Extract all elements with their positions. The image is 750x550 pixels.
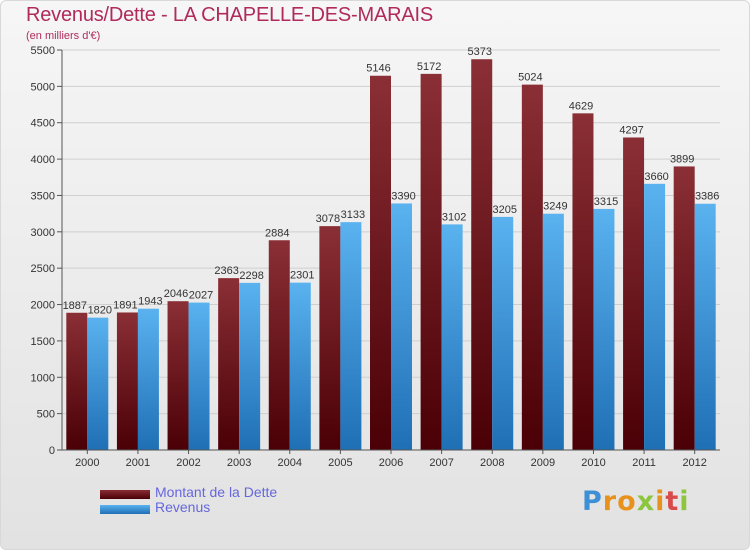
proxiti-logo: Proxiti <box>582 486 690 517</box>
bar-revenus-2012 <box>694 203 716 450</box>
x-tick-label-2012: 2012 <box>682 457 706 469</box>
x-tick-label-2005: 2005 <box>328 457 352 469</box>
y-tick-label: 1000 <box>31 372 55 384</box>
bar-revenus-2004 <box>289 282 311 450</box>
label-revenus-2002: 2027 <box>189 290 213 302</box>
logo-letter: t <box>665 486 680 517</box>
label-revenus-2004: 2301 <box>290 270 314 282</box>
legend-label-revenus: Revenus <box>155 499 211 515</box>
bar-revenus-2002 <box>188 302 210 450</box>
label-revenus-2003: 2298 <box>239 270 263 282</box>
x-tick-label-2001: 2001 <box>126 457 150 469</box>
logo-letter: r <box>602 486 618 517</box>
bar-dette-2002 <box>167 301 189 450</box>
bar-dette-2005 <box>319 226 341 450</box>
y-tick-label: 2500 <box>31 263 55 275</box>
x-tick-label-2011: 2011 <box>632 457 656 469</box>
bars <box>66 59 716 451</box>
legend-swatch-revenus <box>100 505 150 514</box>
label-revenus-2006: 3390 <box>391 190 415 202</box>
y-tick-label: 3000 <box>31 227 55 239</box>
label-revenus-2010: 3315 <box>594 196 618 208</box>
label-dette-2004: 2884 <box>265 227 289 239</box>
y-tick-label: 0 <box>49 445 55 457</box>
label-dette-2009: 5024 <box>518 72 542 84</box>
bar-dette-2003 <box>218 278 240 450</box>
y-tick-label: 4500 <box>31 118 55 130</box>
bar-revenus-2006 <box>391 203 412 450</box>
label-dette-2002: 2046 <box>164 288 188 300</box>
label-dette-2008: 5373 <box>467 46 491 58</box>
bar-dette-2012 <box>673 166 695 450</box>
label-dette-2012: 3899 <box>670 153 694 165</box>
bar-revenus-2005 <box>340 222 362 450</box>
logo-letter: P <box>582 486 603 517</box>
label-dette-2011: 4297 <box>619 124 643 136</box>
label-revenus-2001: 1943 <box>138 296 162 308</box>
y-tick-label: 1500 <box>31 336 55 348</box>
logo-letter: o <box>617 486 637 517</box>
bar-dette-2007 <box>420 73 442 450</box>
label-dette-2007: 5172 <box>417 61 441 73</box>
label-dette-2000: 1887 <box>63 300 87 312</box>
chart-subtitle: (en milliers d'€) <box>26 30 101 42</box>
bar-revenus-2011 <box>644 183 666 450</box>
bar-dette-2008 <box>471 59 493 451</box>
bar-dette-2010 <box>572 113 594 450</box>
x-tick-label-2000: 2000 <box>75 457 99 469</box>
bar-revenus-2001 <box>137 308 159 450</box>
bar-dette-2009 <box>521 84 543 451</box>
bar-revenus-2007 <box>441 224 463 450</box>
bar-dette-2011 <box>623 137 645 450</box>
x-tick-label-2006: 2006 <box>379 457 403 469</box>
y-tick-label: 5000 <box>31 81 55 93</box>
x-tick-label-2003: 2003 <box>227 457 251 469</box>
y-tick-label: 4000 <box>31 154 55 166</box>
bar-dette-2006 <box>370 75 391 450</box>
x-tick-label-2002: 2002 <box>176 457 200 469</box>
logo-letter: x <box>636 486 656 517</box>
x-tick-label-2009: 2009 <box>531 457 555 469</box>
label-revenus-2007: 3102 <box>442 211 466 223</box>
axes: 0 500 1000 1500 2000 2500 3000 3500 4000 4500 5000… <box>31 45 720 469</box>
bar-revenus-2000 <box>87 317 109 450</box>
bar-dette-2001 <box>116 312 138 450</box>
label-revenus-2005: 3133 <box>341 209 365 221</box>
bar-revenus-2003 <box>239 282 261 450</box>
y-tick-label: 5500 <box>31 45 55 57</box>
label-revenus-2011: 3660 <box>644 171 668 183</box>
logo-letter: i <box>679 486 690 517</box>
x-tick-label-2008: 2008 <box>480 457 504 469</box>
bar-dette-2000 <box>66 312 88 450</box>
label-revenus-2012: 3386 <box>695 191 719 203</box>
bar-revenus-2008 <box>492 216 514 450</box>
x-tick-label-2007: 2007 <box>429 457 453 469</box>
x-tick-label-2004: 2004 <box>278 457 302 469</box>
label-dette-2001: 1891 <box>113 299 137 311</box>
x-tick-label-2010: 2010 <box>581 457 605 469</box>
chart-title: Revenus/Dette - LA CHAPELLE-DES-MARAIS <box>26 4 433 26</box>
bar-revenus-2010 <box>593 208 615 450</box>
label-dette-2003: 2363 <box>214 265 238 277</box>
y-tick-label: 3500 <box>31 190 55 202</box>
label-dette-2005: 3078 <box>316 213 340 225</box>
y-tick-label: 2000 <box>31 300 55 312</box>
label-dette-2010: 4629 <box>569 100 593 112</box>
legend-label-dette: Montant de la Dette <box>155 484 278 500</box>
bar-revenus-2009 <box>542 213 564 450</box>
label-revenus-2000: 1820 <box>88 305 112 317</box>
legend-swatch-dette <box>100 490 150 499</box>
label-revenus-2008: 3205 <box>492 204 516 216</box>
bar-dette-2004 <box>268 240 290 450</box>
label-dette-2006: 5146 <box>366 63 390 75</box>
y-tick-label: 500 <box>37 409 55 421</box>
label-revenus-2009: 3249 <box>543 201 567 213</box>
logo-letter: i <box>655 486 666 517</box>
